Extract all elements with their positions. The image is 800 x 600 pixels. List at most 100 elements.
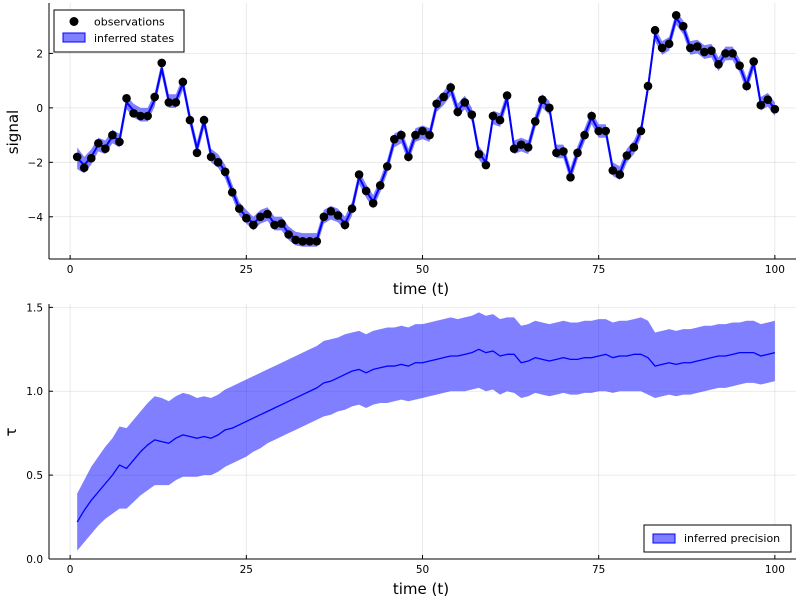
observation-point bbox=[298, 236, 307, 246]
observation-point bbox=[685, 43, 695, 53]
observation-point bbox=[333, 211, 343, 220]
observation-point bbox=[439, 92, 448, 102]
observation-point bbox=[432, 99, 441, 109]
observation-point bbox=[129, 108, 138, 118]
observation-point bbox=[552, 148, 561, 158]
precision-y-tick-label: 0.0 bbox=[26, 554, 43, 566]
precision-confidence-band bbox=[77, 312, 775, 551]
precision-x-tick-label: 100 bbox=[765, 564, 785, 576]
signal-x-tick-label: 25 bbox=[240, 264, 253, 276]
observation-point bbox=[256, 212, 265, 222]
precision-y-tick-label: 0.5 bbox=[26, 470, 43, 482]
observation-point bbox=[242, 213, 251, 223]
signal-x-tick-label: 100 bbox=[765, 264, 785, 276]
observation-point bbox=[157, 58, 167, 68]
observation-point bbox=[291, 235, 300, 245]
observation-point bbox=[404, 152, 413, 162]
observation-point bbox=[495, 115, 505, 125]
inferred-states-legend-label: inferred states bbox=[94, 32, 174, 45]
precision-line-layer bbox=[76, 348, 776, 523]
signal-x-tick-label: 75 bbox=[592, 264, 605, 276]
observation-point bbox=[425, 130, 434, 140]
observation-point bbox=[742, 81, 751, 91]
observation-point bbox=[171, 98, 181, 107]
observation-point bbox=[650, 25, 660, 35]
observation-point bbox=[460, 98, 470, 107]
observation-point bbox=[714, 59, 723, 69]
precision-mean-line bbox=[76, 348, 776, 523]
signal-y-axis-label: signal bbox=[4, 110, 22, 154]
precision-x-tick-label: 50 bbox=[416, 564, 429, 576]
observation-point bbox=[108, 130, 117, 140]
precision-y-tick-label: 1.5 bbox=[26, 302, 43, 314]
observation-point bbox=[629, 143, 639, 152]
observation-point bbox=[347, 204, 357, 213]
observation-point bbox=[728, 49, 737, 58]
observation-point bbox=[488, 111, 498, 121]
observation-point bbox=[657, 43, 667, 53]
observation-point bbox=[270, 220, 279, 230]
observation-point bbox=[566, 172, 575, 182]
precision-y-axis-label: τ bbox=[2, 427, 20, 436]
inferred-states-legend-swatch bbox=[62, 32, 86, 43]
observation-point bbox=[368, 198, 378, 208]
precision-x-tick-label: 25 bbox=[240, 564, 253, 576]
observation-point bbox=[397, 130, 406, 140]
precision-y-tick-label: 1.0 bbox=[26, 386, 43, 398]
observation-point bbox=[474, 149, 484, 159]
signal-y-tick-label: 0 bbox=[36, 103, 43, 115]
precision-x-tick-label: 0 bbox=[67, 564, 74, 576]
observation-point bbox=[164, 98, 174, 107]
observation-point bbox=[580, 130, 589, 140]
signal-legend-box bbox=[53, 9, 185, 53]
observation-point bbox=[756, 100, 766, 110]
observation-point bbox=[382, 162, 392, 171]
signal-grid bbox=[49, 3, 796, 259]
observation-point bbox=[326, 207, 336, 216]
observation-point bbox=[234, 204, 244, 213]
observation-point bbox=[411, 130, 420, 140]
observation-point bbox=[446, 83, 455, 92]
observation-point bbox=[735, 61, 744, 70]
observation-point bbox=[622, 151, 632, 160]
observation-point bbox=[594, 126, 603, 136]
observation-point bbox=[573, 148, 582, 158]
observation-point bbox=[453, 107, 463, 117]
observation-point bbox=[136, 111, 145, 121]
inferred-precision-legend-swatch bbox=[652, 533, 676, 544]
observation-point bbox=[467, 110, 477, 119]
observation-point bbox=[220, 167, 230, 177]
observation-point bbox=[101, 144, 110, 154]
observation-point bbox=[601, 126, 611, 136]
observation-point bbox=[312, 236, 322, 246]
precision-legend: inferred precision bbox=[643, 524, 792, 553]
observation-point bbox=[481, 160, 491, 170]
observation-point bbox=[340, 220, 350, 230]
signal-y-tick-label: −4 bbox=[28, 212, 44, 224]
observation-point bbox=[72, 152, 82, 162]
observation-point bbox=[545, 103, 554, 113]
observation-point bbox=[502, 91, 512, 100]
observation-point bbox=[178, 77, 188, 87]
signal-x-tick-label: 50 bbox=[416, 264, 429, 276]
observation-point bbox=[94, 138, 103, 148]
precision-xticks: 0 25 50 75 100 bbox=[67, 555, 785, 576]
observation-point bbox=[277, 219, 286, 228]
observation-point bbox=[86, 153, 96, 163]
signal-xticks: 0 25 50 75 100 bbox=[67, 255, 785, 276]
observation-point bbox=[122, 94, 131, 103]
observations-legend-marker bbox=[69, 17, 79, 26]
observation-point bbox=[206, 152, 216, 162]
observation-point bbox=[249, 220, 258, 230]
observation-point bbox=[693, 42, 702, 51]
precision-yticks: 0.0 0.5 1.0 1.5 bbox=[26, 302, 53, 566]
signal-yticks: −4 −2 0 2 bbox=[28, 48, 53, 224]
signal-panel: 0 25 50 75 100 −4 −2 0 2 time (t) signal observ… bbox=[4, 3, 796, 298]
observation-point bbox=[721, 49, 730, 58]
precision-panel: 0 25 50 75 100 0.0 0.5 1.0 1.5 time (t) τ infer… bbox=[2, 302, 796, 598]
observations-legend-label: observations bbox=[94, 16, 165, 29]
precision-x-axis-label: time (t) bbox=[393, 580, 449, 598]
observation-point bbox=[213, 158, 223, 167]
observation-point bbox=[199, 115, 209, 125]
observation-point bbox=[671, 10, 681, 20]
